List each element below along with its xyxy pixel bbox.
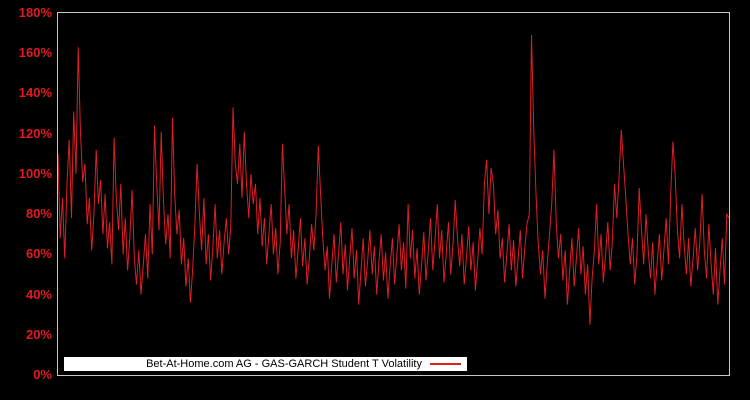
volatility-series — [58, 35, 729, 325]
y-tick-label: 40% — [25, 286, 52, 302]
y-tick-label: 100% — [18, 165, 52, 181]
y-tick-label: 180% — [18, 5, 52, 20]
y-tick-label: 60% — [25, 246, 52, 262]
y-tick-label: 0% — [33, 367, 52, 382]
y-tick-label: 120% — [18, 125, 52, 141]
y-tick-label: 140% — [18, 85, 52, 101]
legend-label: Bet-At-Home.com AG - GAS-GARCH Student T… — [146, 358, 422, 370]
y-tick-label: 80% — [25, 206, 52, 222]
legend-line-sample — [430, 363, 461, 365]
legend: Bet-At-Home.com AG - GAS-GARCH Student T… — [64, 357, 467, 371]
y-tick-label: 20% — [25, 326, 52, 342]
plot-area: Bet-At-Home.com AG - GAS-GARCH Student T… — [57, 12, 730, 376]
volatility-line-chart — [58, 35, 729, 325]
y-tick-label: 160% — [18, 45, 52, 61]
